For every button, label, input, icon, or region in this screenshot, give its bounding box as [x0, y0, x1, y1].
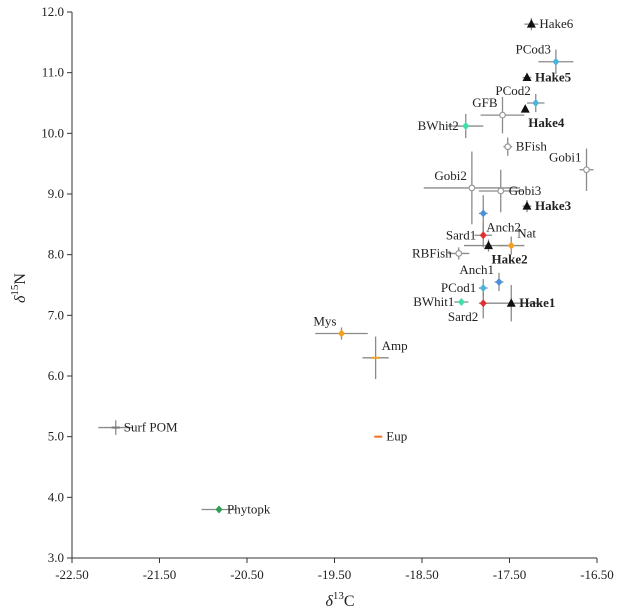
marker-gfb — [499, 111, 506, 119]
marker-sard2 — [479, 299, 487, 308]
label-pcod1: PCod1 — [441, 280, 476, 295]
marker-mys — [338, 329, 345, 338]
label-anch1: Anch1 — [459, 262, 494, 277]
marker-sard1 — [479, 231, 487, 240]
marker-phytopk — [215, 505, 223, 514]
marker-anch2 — [479, 209, 487, 218]
marker-nat — [507, 241, 515, 250]
point-labels: Hake6PCod3Hake5PCod2Hake4GFBBWhit2BFishG… — [124, 16, 582, 516]
marker-bwhit2 — [462, 122, 470, 131]
marker-pcod1 — [479, 284, 487, 293]
label-hake6: Hake6 — [539, 16, 573, 31]
label-phytopk: Phytopk — [227, 501, 271, 516]
label-hake1: Hake1 — [519, 295, 555, 310]
x-tick-label: -20.50 — [230, 567, 264, 582]
label-sard1: Sard1 — [446, 227, 476, 242]
marker-bfish — [504, 143, 512, 151]
label-gobi1: Gobi1 — [549, 150, 582, 165]
label-gobi3: Gobi3 — [509, 183, 542, 198]
y-tick-label: 7.0 — [48, 307, 64, 322]
x-tick-label: -16.50 — [580, 567, 614, 582]
x-tick-label: -19.50 — [318, 567, 352, 582]
x-tick-label: -21.50 — [143, 567, 177, 582]
x-tick-label: -17.50 — [493, 567, 527, 582]
label-nat: Nat — [517, 226, 536, 241]
marker-anch1 — [495, 277, 503, 286]
y-tick-label: 3.0 — [48, 550, 64, 565]
marker-hake5 — [522, 72, 532, 82]
marker-hake2 — [484, 240, 493, 250]
y-axis-ticks: 3.0 4.0 5.0 6.0 7.0 8.0 9.0 10.0 11.0 12.0 — [41, 4, 72, 565]
label-hake2: Hake2 — [492, 252, 528, 267]
x-tick-label: -18.50 — [405, 567, 439, 582]
y-axis-title: δ15N — [9, 273, 29, 303]
data-markers — [111, 19, 590, 514]
label-sard2: Sard2 — [448, 309, 478, 324]
marker-gobi2 — [468, 184, 476, 192]
label-hake3: Hake3 — [535, 198, 572, 213]
y-tick-label: 11.0 — [42, 65, 64, 80]
label-anch2: Anch2 — [486, 219, 521, 234]
marker-bwhit1 — [457, 297, 465, 306]
label-surf-pom: Surf POM — [124, 420, 178, 435]
y-tick-label: 10.0 — [41, 125, 64, 140]
x-axis-title: δ13C — [325, 590, 354, 610]
label-eup: Eup — [386, 429, 407, 444]
label-pcod3: PCod3 — [515, 42, 550, 57]
y-tick-label: 6.0 — [48, 368, 64, 383]
label-pcod2: PCod2 — [495, 83, 530, 98]
marker-hake6 — [526, 19, 536, 28]
y-tick-label: 5.0 — [48, 429, 64, 444]
label-hake5: Hake5 — [535, 70, 572, 85]
label-mys: Mys — [313, 314, 336, 329]
x-axis-ticks: -22.50 -21.50 -20.50 -19.50 -18.50 -17.50 -16.… — [55, 558, 614, 582]
marker-pcod2 — [532, 99, 540, 107]
marker-hake3 — [522, 201, 532, 210]
marker-hake1 — [506, 298, 516, 307]
y-tick-label: 8.0 — [48, 247, 64, 262]
y-tick-label: 9.0 — [48, 186, 64, 201]
marker-pcod3 — [552, 57, 560, 66]
label-bfish: BFish — [516, 139, 548, 154]
label-gfb: GFB — [472, 95, 498, 110]
label-amp: Amp — [382, 338, 408, 353]
marker-gobi1 — [583, 166, 590, 174]
marker-gobi3 — [497, 187, 505, 195]
y-tick-label: 4.0 — [48, 489, 64, 504]
y-tick-label: 12.0 — [41, 4, 64, 19]
label-rbfish: RBFish — [412, 245, 452, 260]
label-bwhit1: BWhit1 — [413, 294, 454, 309]
marker-rbfish — [455, 250, 463, 257]
x-tick-label: -22.50 — [55, 567, 89, 582]
label-hake4: Hake4 — [528, 115, 565, 130]
marker-hake4 — [520, 104, 530, 113]
label-gobi2: Gobi2 — [434, 168, 467, 183]
label-bwhit2: BWhit2 — [418, 118, 459, 133]
